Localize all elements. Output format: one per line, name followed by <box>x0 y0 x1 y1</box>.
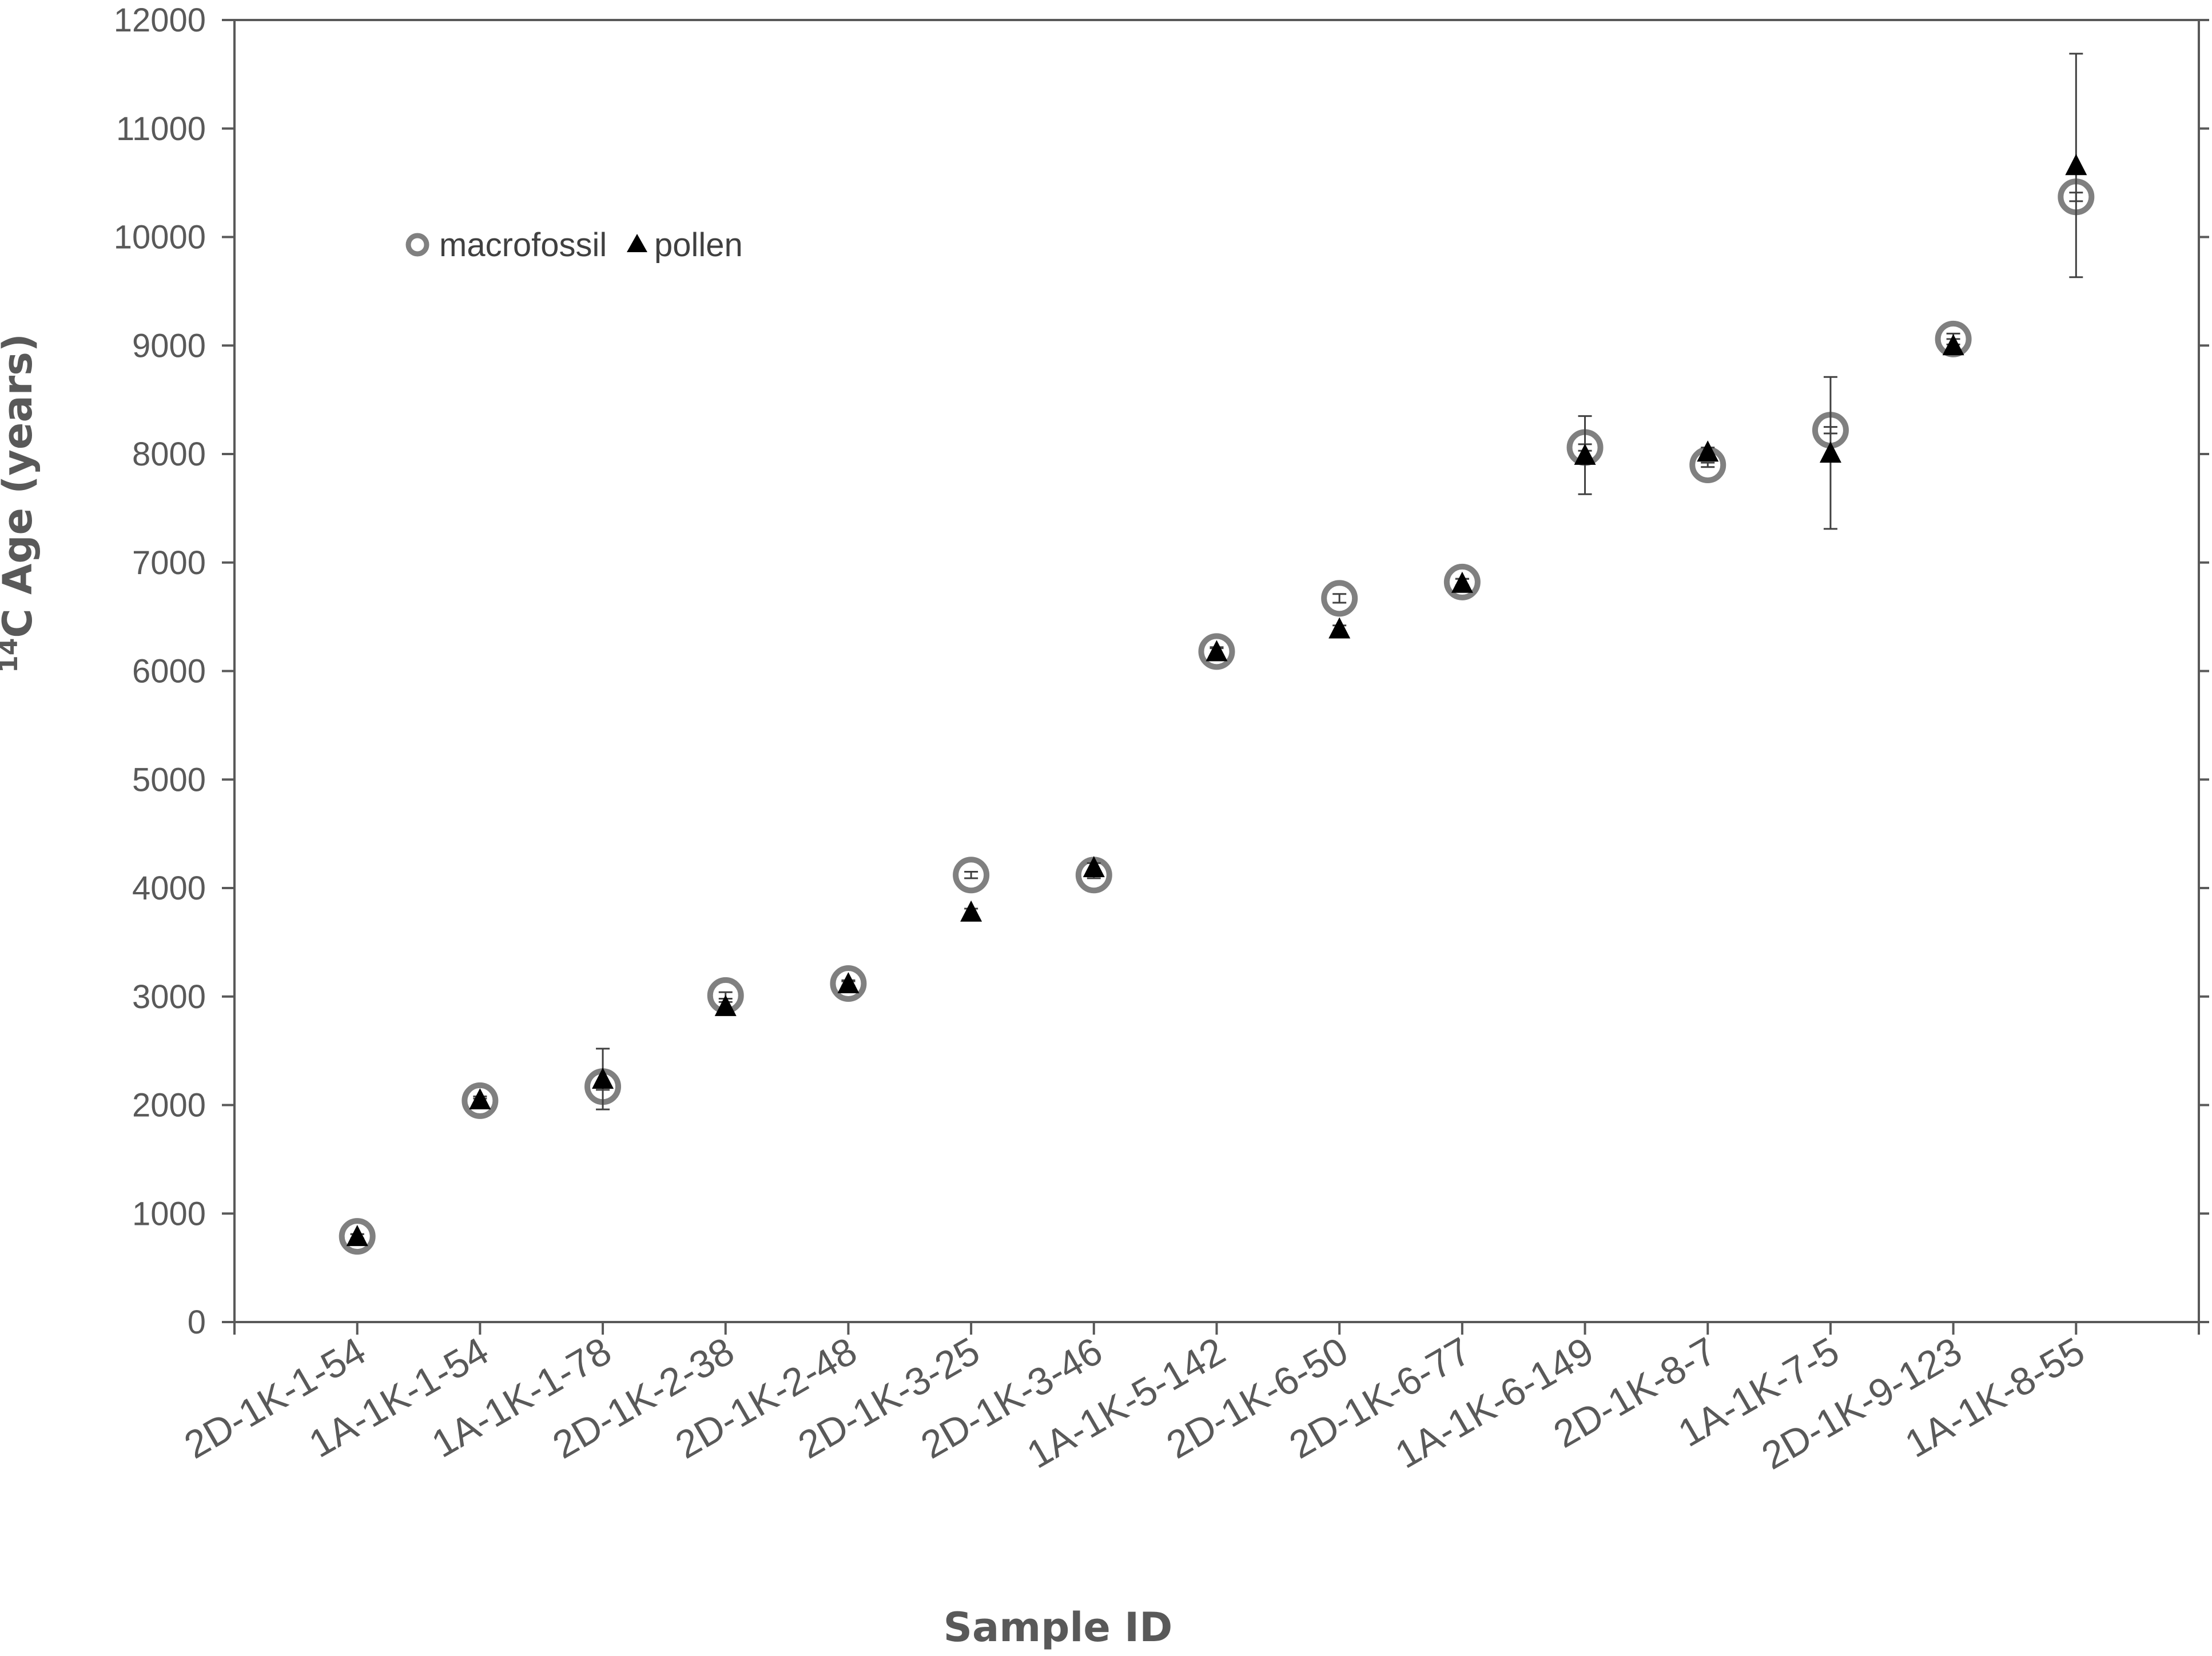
pollen-point <box>1942 334 1964 356</box>
y-tick-label: 10000 <box>114 219 206 256</box>
pollen-point <box>714 994 737 1016</box>
pollen-point <box>346 1225 368 1247</box>
pollen-point <box>1697 440 1719 462</box>
pollen-point <box>469 1088 491 1110</box>
y-tick-label: 12000 <box>114 2 206 39</box>
y-axis-title: 14C Age (years) <box>0 333 41 673</box>
y-tick-label: 11000 <box>116 110 206 148</box>
x-axis-title: Sample ID <box>944 1604 1173 1651</box>
y-tick-label: 9000 <box>132 327 206 364</box>
pollen-point <box>2065 154 2087 176</box>
y-tick-label: 8000 <box>132 436 206 473</box>
y-tick-label: 7000 <box>132 544 206 582</box>
legend-pollen-marker <box>627 234 647 252</box>
pollen-point <box>1451 571 1473 593</box>
y-tick-label: 3000 <box>132 978 206 1016</box>
y-tick-label: 6000 <box>132 653 206 690</box>
y-tick-label: 1000 <box>132 1195 206 1232</box>
legend: macrofossil pollen <box>405 226 743 264</box>
pollen-point <box>960 900 982 922</box>
y-axis-title-main: C Age (years) <box>0 333 41 638</box>
pollen-point <box>1083 855 1105 877</box>
pollen-point <box>592 1067 614 1089</box>
y-tick-label: 0 <box>188 1304 206 1341</box>
pollen-point <box>837 972 860 993</box>
pollen-point <box>1328 617 1351 639</box>
legend-macrofossil-marker <box>405 233 429 257</box>
y-tick-label: 5000 <box>132 761 206 798</box>
legend-pollen-label: pollen <box>654 226 743 264</box>
legend-macrofossil-label: macrofossil <box>439 226 607 264</box>
y-tick-label: 2000 <box>132 1087 206 1124</box>
pollen-point <box>1574 443 1596 465</box>
y-tick-label: 4000 <box>132 870 206 907</box>
pollen-point <box>1206 640 1228 662</box>
pollen-point <box>1819 441 1841 463</box>
y-axis-title-superscript: 14 <box>0 638 23 673</box>
